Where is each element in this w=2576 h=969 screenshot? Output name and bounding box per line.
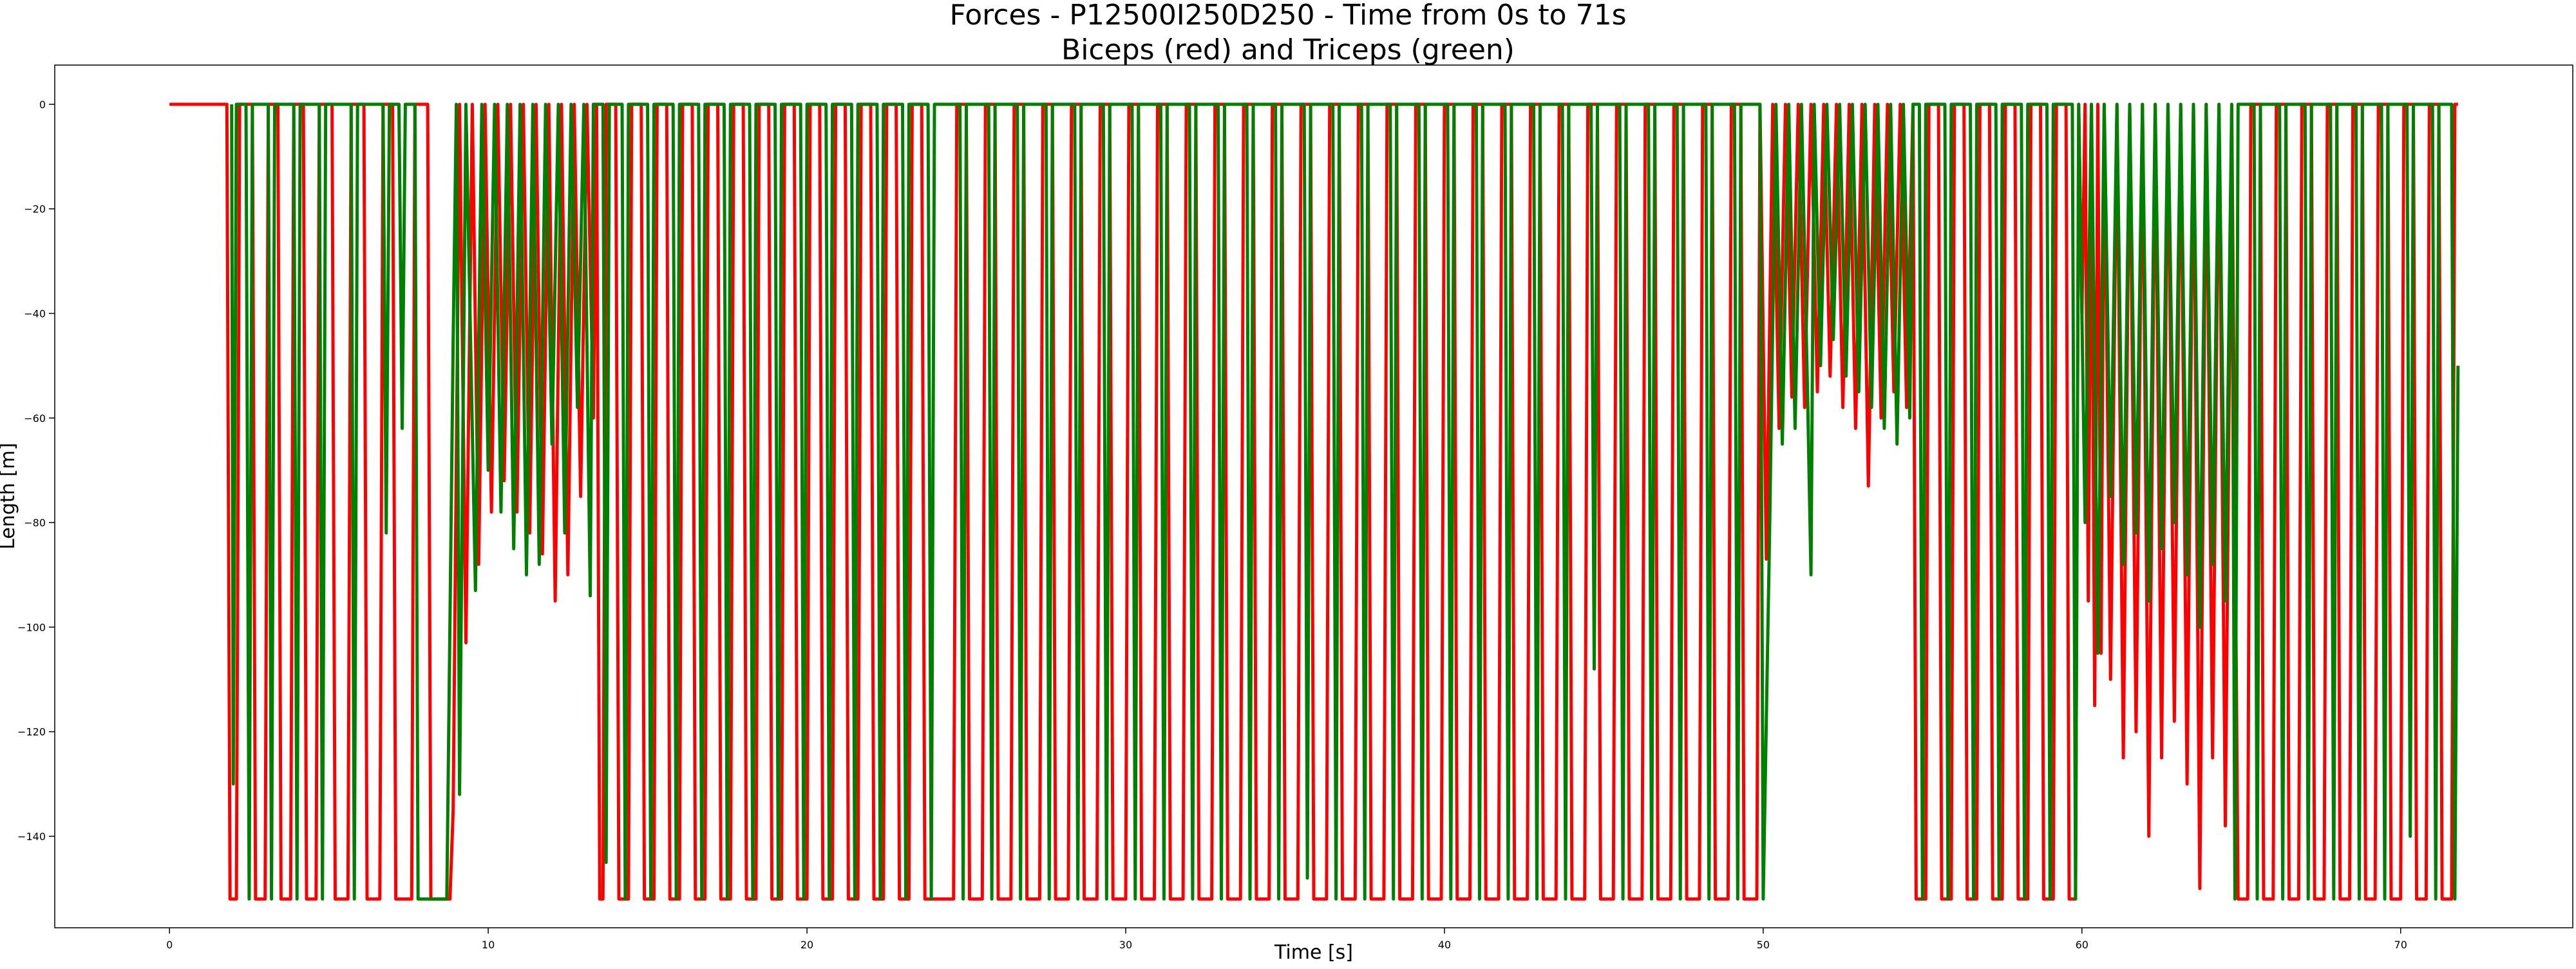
y-axis-label: Length [m] [0, 443, 19, 550]
x-tick-label: 60 [2076, 939, 2088, 951]
plot-area [169, 102, 2460, 901]
chart-title: Forces - P12500I250D250 - Time from 0s t… [949, 0, 1626, 32]
x-tick-label: 70 [2394, 939, 2407, 951]
x-tick-label: 0 [166, 939, 173, 951]
series-line-1 [230, 102, 2460, 901]
y-tick-label: −60 [24, 412, 46, 425]
plot-frame [54, 64, 2573, 928]
y-tick-label: −120 [17, 726, 46, 738]
x-tick-label: 30 [1119, 939, 1132, 951]
y-tick-label: −100 [17, 621, 46, 633]
axis-ticks: 0 10 20 30 40 50 60 70 0 −20 −40 −60 −80 −100 −120 −140 [17, 99, 2407, 951]
y-tick-label: −40 [24, 307, 46, 320]
x-tick-label: 20 [800, 939, 813, 951]
chart-subtitle: Biceps (red) and Triceps (green) [1061, 34, 1515, 66]
y-tick-label: −140 [17, 830, 46, 843]
x-tick-label: 40 [1438, 939, 1451, 951]
y-tick-label: −20 [24, 203, 46, 215]
y-tick-label: −80 [24, 517, 46, 529]
x-axis-label: Time [s] [1274, 941, 1353, 964]
x-tick-label: 10 [482, 939, 495, 951]
x-tick-label: 50 [1757, 939, 1770, 951]
y-tick-label: 0 [39, 99, 46, 111]
